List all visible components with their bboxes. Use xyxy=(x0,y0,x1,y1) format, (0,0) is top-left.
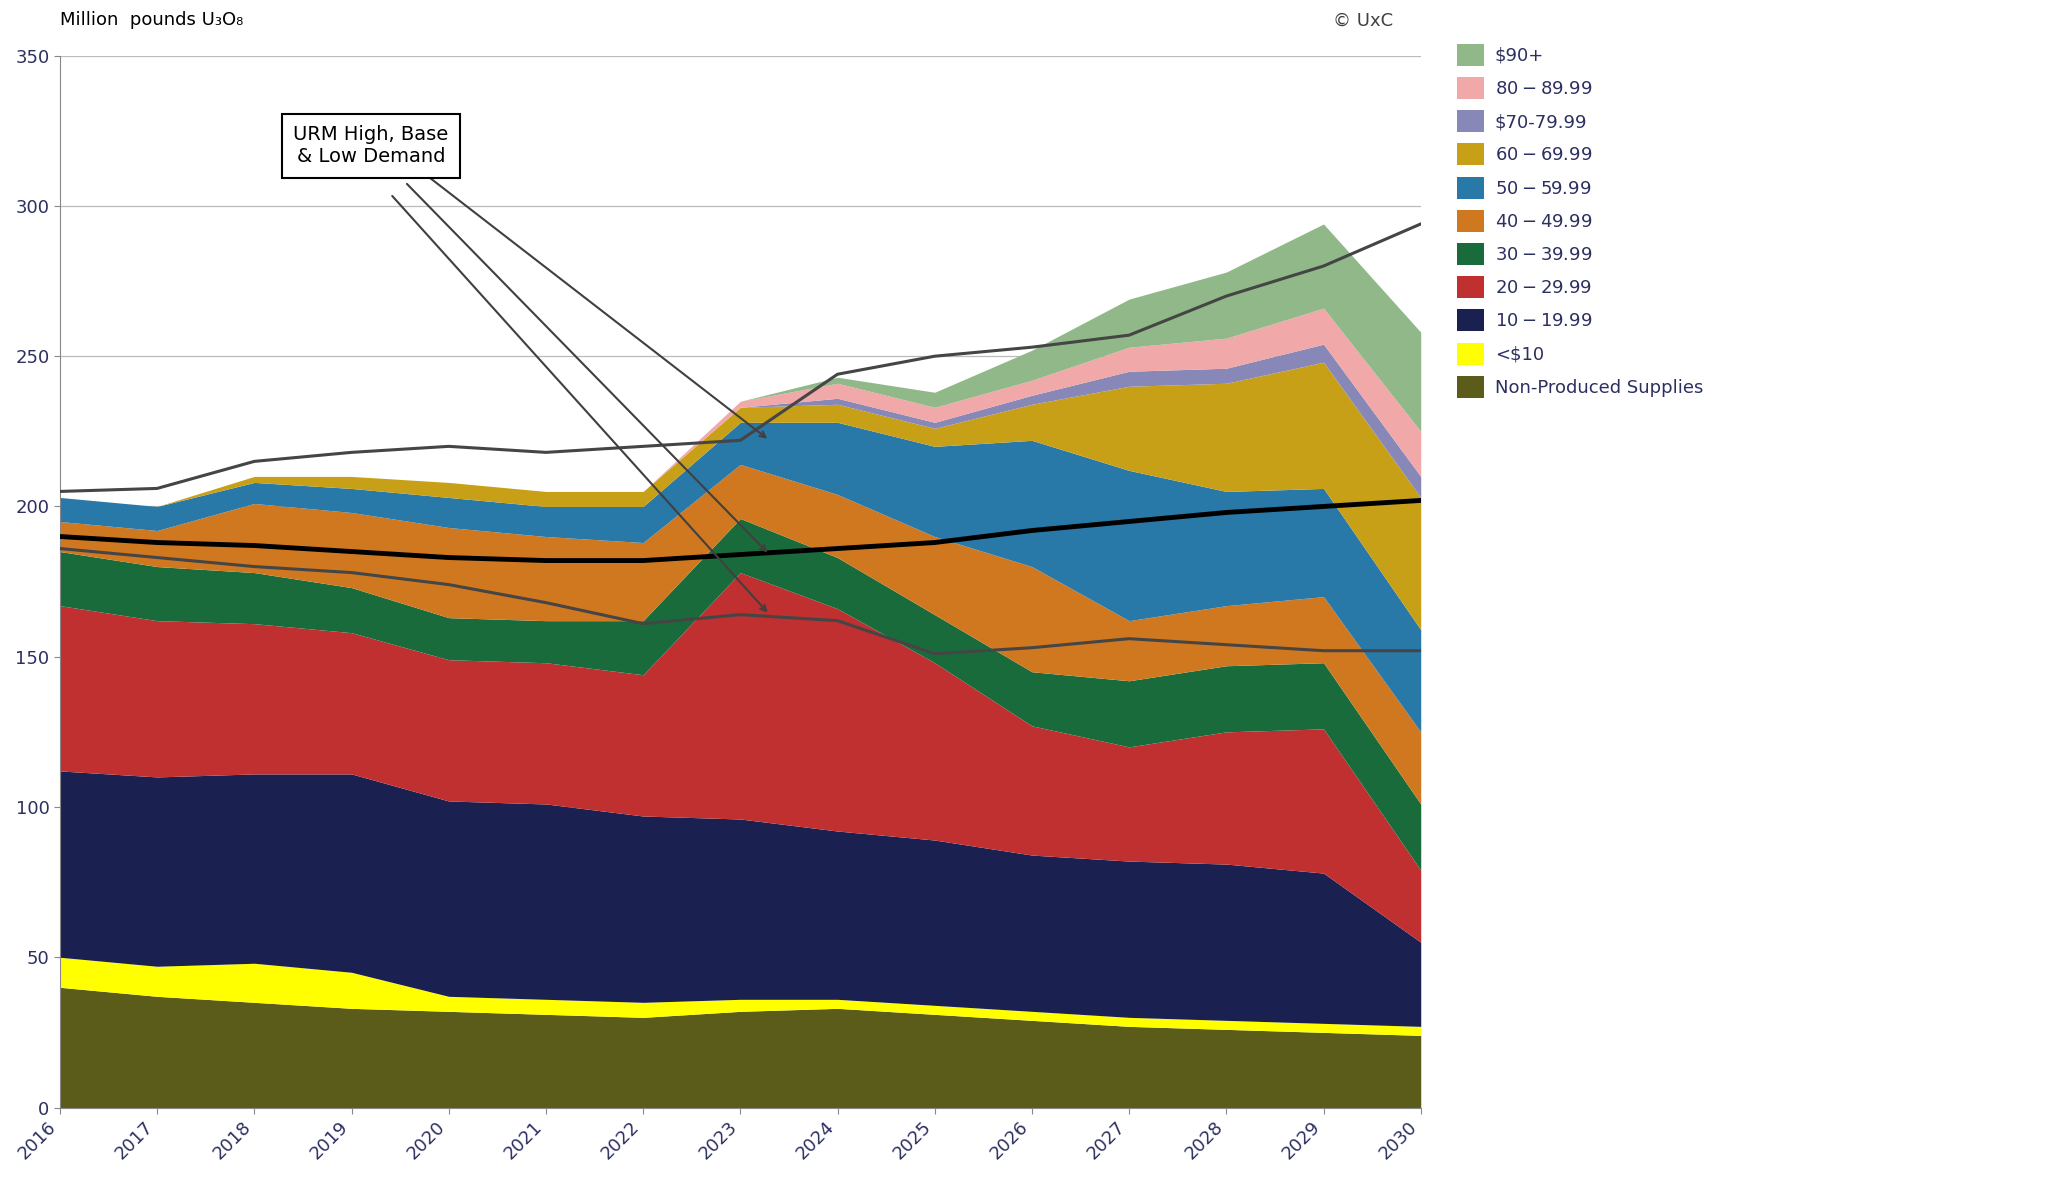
Text: Million  pounds U₃O₈: Million pounds U₃O₈ xyxy=(59,12,244,29)
Text: URM High, Base
& Low Demand: URM High, Base & Low Demand xyxy=(293,125,449,166)
Text: © UxC: © UxC xyxy=(1333,12,1393,29)
Legend: $90+, $80-$89.99, $70-79.99, $60-$69.99, $50-$59.99, $40-$49.99, $30-$39.99, $20: $90+, $80-$89.99, $70-79.99, $60-$69.99,… xyxy=(1456,44,1702,398)
